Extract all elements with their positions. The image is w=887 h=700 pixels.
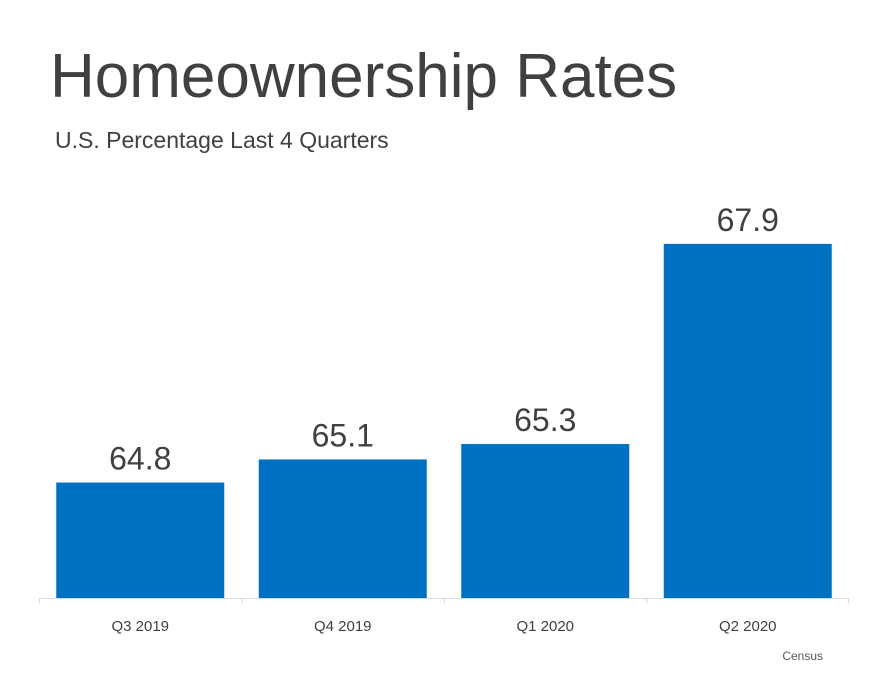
chart-subtitle: U.S. Percentage Last 4 Quarters <box>55 127 389 153</box>
chart-title: Homeownership Rates <box>50 42 678 111</box>
source-note: Census <box>782 649 823 663</box>
data-label: 64.8 <box>109 441 171 477</box>
data-label: 67.9 <box>717 202 779 238</box>
bar <box>258 459 427 598</box>
x-axis: Q3 2019 Q4 2019 Q1 2020 Q2 2020 <box>39 598 849 635</box>
bar <box>461 444 630 598</box>
bars-group <box>56 243 832 599</box>
bar <box>56 482 225 598</box>
value-labels-group: 64.8 65.1 65.3 67.9 <box>109 202 779 477</box>
data-label: 65.3 <box>514 402 576 438</box>
x-tick-label: Q3 2019 <box>111 618 169 635</box>
bar <box>663 243 832 599</box>
x-tick-label: Q4 2019 <box>314 618 372 635</box>
x-tick-label: Q1 2020 <box>516 618 574 635</box>
x-tick-label: Q2 2020 <box>719 618 777 635</box>
data-label: 65.1 <box>312 417 374 453</box>
